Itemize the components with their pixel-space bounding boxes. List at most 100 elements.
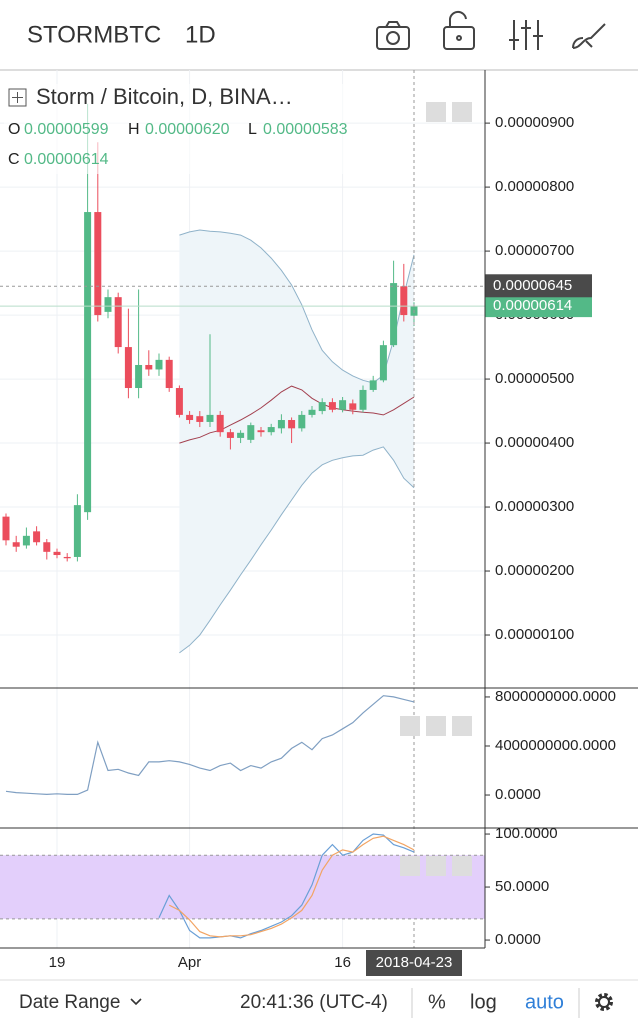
candle-body [257, 430, 265, 433]
candle-body [267, 427, 275, 433]
legend-key: H [128, 121, 140, 138]
log-toggle[interactable]: log [470, 991, 497, 1013]
candle-body [216, 414, 224, 433]
clock: 20:41:36 (UTC-4) [240, 992, 388, 1013]
candle-body [135, 364, 143, 389]
crosshair-date-tag: 2018-04-23 [376, 954, 453, 971]
candle-body [226, 432, 234, 438]
last-price-tag: 0.00000614 [493, 297, 572, 314]
lock-icon[interactable] [443, 10, 475, 50]
caret [130, 998, 142, 1006]
candle-body [114, 297, 122, 348]
legend-key: L [248, 121, 257, 138]
candle-body [22, 535, 30, 546]
candle-body [165, 359, 173, 389]
band-fill [179, 229, 414, 653]
panel-button[interactable] [426, 856, 446, 876]
candle-body [339, 400, 347, 410]
legend-plus [12, 92, 23, 103]
legend-key: O [8, 121, 20, 138]
gear-icon[interactable] [595, 993, 613, 1011]
candle-body [379, 345, 387, 381]
date-range-button[interactable]: Date Range [19, 992, 120, 1013]
candle-body [73, 505, 81, 557]
candle-body [145, 364, 153, 370]
candle-body [53, 551, 61, 556]
y-tick-label: 0.00000800 [495, 178, 574, 195]
x-tick-label: 19 [49, 954, 66, 971]
panel-button[interactable] [452, 102, 472, 122]
draw-icon[interactable] [572, 23, 606, 49]
indicator-line [168, 835, 415, 938]
percent-toggle[interactable]: % [428, 991, 446, 1013]
legend-value: 0.00000620 [145, 121, 230, 138]
panel-button[interactable] [452, 716, 472, 736]
price-tag-bg [485, 274, 592, 298]
candle-body [63, 556, 71, 559]
y-tick-label: 4000000000.0000 [495, 737, 616, 754]
candle-body [390, 283, 398, 346]
legend-toggle[interactable] [8, 88, 27, 107]
candle-body [196, 416, 204, 422]
panel-button[interactable] [400, 856, 420, 876]
candle-body [186, 414, 194, 421]
y-tick-label: 0.00000300 [495, 498, 574, 515]
candle-body [277, 420, 285, 429]
legend-value: 0.00000599 [24, 121, 109, 138]
legend-title: Storm / Bitcoin, D, BINA… [36, 84, 293, 109]
y-tick-label: 0.0000 [495, 786, 541, 803]
auto-toggle[interactable]: auto [525, 991, 564, 1013]
x-tick-label: 16 [334, 954, 351, 971]
candle-body [400, 286, 408, 316]
interval[interactable]: 1D [185, 21, 216, 48]
footer: Date Range 20:41:36 (UTC-4) % log auto [0, 979, 638, 1018]
indicator-line [158, 833, 415, 939]
candle-body [247, 425, 255, 440]
candle-body [318, 402, 326, 412]
plot-area: 19 Apr 16 0.00000100 0.00000200 0.00000300 0.0… [0, 70, 638, 976]
indicator-line [5, 695, 415, 796]
legend-box [8, 88, 27, 107]
y-tick-label: 0.00000700 [495, 242, 574, 259]
candle-body [84, 212, 92, 513]
settings-icon[interactable] [509, 20, 543, 50]
candle-body [328, 402, 336, 410]
panel-button[interactable] [400, 716, 420, 736]
band-line [179, 446, 415, 654]
price-tag-bg [485, 295, 592, 318]
panel-button[interactable] [426, 102, 446, 122]
candle-body [349, 403, 357, 410]
camera-icon[interactable] [376, 21, 410, 50]
candle-body [94, 212, 102, 316]
symbol[interactable]: STORMBTC [27, 21, 161, 48]
date-tag-bg [366, 950, 462, 976]
y-tick-label: 50.0000 [495, 878, 549, 895]
panel-button[interactable] [452, 856, 472, 876]
y-tick-label: 0.00000400 [495, 434, 574, 451]
y-tick-label: 0.0000 [495, 931, 541, 948]
legend-key: C [8, 151, 20, 168]
header-bar [0, 0, 638, 70]
legend-value: 0.00000583 [263, 121, 348, 138]
candle-body [33, 531, 41, 543]
toolbar-icons [376, 10, 606, 50]
candle-body [43, 542, 51, 552]
candle-body [237, 432, 245, 438]
candle-body [155, 359, 163, 370]
candle-body [369, 380, 377, 390]
candle-body [288, 420, 296, 429]
candle-body [298, 414, 306, 429]
candle-body [359, 389, 367, 410]
y-tick-label: 0.00000200 [495, 562, 574, 579]
y-tick-label: 0.00000100 [495, 626, 574, 643]
x-tick-label: Apr [178, 954, 201, 971]
candle-body [12, 542, 20, 547]
y-tick-label: 8000000000.0000 [495, 688, 616, 705]
legend-bg [4, 84, 344, 174]
legend-value: 0.00000614 [24, 151, 109, 168]
candle-body [175, 388, 183, 415]
candle-body [308, 409, 316, 415]
y-tick-label: 0.00000500 [495, 370, 574, 387]
panel-button[interactable] [426, 716, 446, 736]
